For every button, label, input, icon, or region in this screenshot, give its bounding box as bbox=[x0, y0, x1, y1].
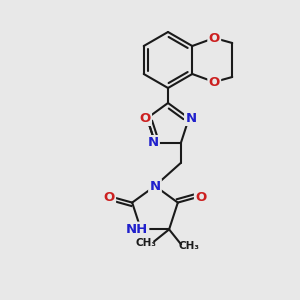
Text: CH₃: CH₃ bbox=[136, 238, 157, 248]
Text: CH₃: CH₃ bbox=[178, 242, 200, 251]
Text: N: N bbox=[149, 179, 161, 193]
Text: O: O bbox=[140, 112, 151, 125]
Text: N: N bbox=[148, 136, 159, 149]
Text: O: O bbox=[195, 191, 206, 204]
Text: O: O bbox=[208, 32, 220, 44]
Text: N: N bbox=[185, 112, 197, 125]
Text: NH: NH bbox=[126, 223, 148, 236]
Text: O: O bbox=[208, 76, 220, 88]
Text: O: O bbox=[103, 191, 115, 204]
